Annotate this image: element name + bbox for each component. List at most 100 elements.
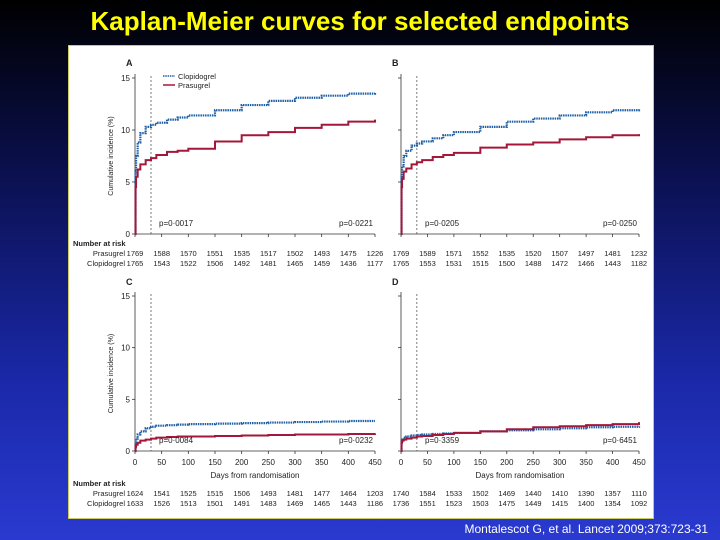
at-risk-value: 1465 (313, 499, 330, 508)
km-figure-svg: A 0 5 10 15 Cumulative incidence (%) p=0·0017 p… (73, 58, 648, 508)
at-risk-value: 1515 (472, 259, 489, 268)
p-value-right: p=0·0250 (603, 219, 638, 228)
km-panel-c: C 0 5 10 15 Cumulative incidence (%) 0 50 100 150… (73, 277, 383, 508)
at-risk-value: 1551 (419, 499, 436, 508)
at-risk-value: 1526 (153, 499, 170, 508)
x-tick-label: 200 (500, 458, 514, 467)
series-line-prasugrel (400, 134, 640, 235)
at-risk-value: 1584 (419, 489, 436, 498)
at-risk-value: 1469 (287, 499, 304, 508)
risk-row-label-prasugrel: Prasugrel (93, 249, 125, 258)
at-risk-value: 1449 (525, 499, 542, 508)
at-risk-value: 1472 (551, 259, 568, 268)
risk-row-label-prasugrel: Prasugrel (93, 489, 125, 498)
at-risk-value: 1390 (578, 489, 595, 498)
at-risk-value: 1226 (367, 249, 384, 258)
at-risk-value: 1589 (419, 249, 436, 258)
at-risk-value: 1502 (472, 489, 489, 498)
km-panel-b: Bp=0·0205 p=0·0250 1769 1589 1571 1552 1535 152… (392, 58, 647, 268)
at-risk-value: 1481 (260, 259, 277, 268)
x-tick-label: 0 (133, 458, 138, 467)
at-risk-value: 1513 (180, 499, 197, 508)
at-risk-value: 1522 (180, 259, 197, 268)
at-risk-value: 1469 (498, 489, 515, 498)
at-risk-value: 1466 (578, 259, 595, 268)
p-value-right: p=0·0232 (339, 436, 374, 445)
series-line-clopidogrel (400, 109, 641, 236)
at-risk-value: 1481 (604, 249, 621, 258)
at-risk-value: 1501 (207, 499, 224, 508)
p-value-left: p=0·0205 (425, 219, 460, 228)
at-risk-value: 1459 (313, 259, 330, 268)
x-tick-label: 200 (235, 458, 249, 467)
at-risk-value: 1506 (207, 259, 224, 268)
y-tick-label: 5 (126, 395, 131, 404)
at-risk-value: 1553 (419, 259, 436, 268)
at-risk-value: 1491 (233, 499, 250, 508)
number-at-risk-heading: Number at risk (73, 479, 126, 488)
at-risk-value: 1503 (472, 499, 489, 508)
legend-label-clopidogrel: Clopidogrel (178, 72, 216, 81)
at-risk-value: 1182 (631, 259, 647, 268)
at-risk-value: 1523 (446, 499, 463, 508)
y-tick-label: 15 (121, 292, 130, 301)
at-risk-value: 1354 (604, 499, 621, 508)
x-tick-label: 100 (182, 458, 196, 467)
series-line-prasugrel (134, 432, 376, 452)
at-risk-value: 1736 (393, 499, 410, 508)
at-risk-value: 1464 (340, 489, 357, 498)
at-risk-value: 1481 (287, 489, 304, 498)
at-risk-value: 1765 (393, 259, 410, 268)
slide-title: Kaplan-Meier curves for selected endpoin… (90, 6, 630, 36)
panel-letter: D (392, 277, 399, 287)
at-risk-value: 1092 (631, 499, 648, 508)
at-risk-value: 1465 (287, 259, 304, 268)
at-risk-value: 1740 (393, 489, 410, 498)
x-tick-label: 350 (315, 458, 329, 467)
p-value-left: p=0·0017 (159, 219, 194, 228)
x-tick-label: 300 (553, 458, 567, 467)
at-risk-value: 1525 (180, 489, 197, 498)
panel-letter: B (392, 58, 399, 68)
at-risk-value: 1440 (525, 489, 542, 498)
at-risk-value: 1477 (313, 489, 330, 498)
at-risk-value: 1497 (578, 249, 595, 258)
at-risk-value: 1769 (393, 249, 410, 258)
p-value-right: p=0·6451 (603, 436, 638, 445)
x-tick-label: 300 (288, 458, 302, 467)
y-axis-label: Cumulative incidence (%) (108, 116, 115, 195)
at-risk-value: 1535 (233, 249, 250, 258)
at-risk-value: 1410 (551, 489, 568, 498)
number-at-risk-heading: Number at risk (73, 239, 126, 248)
at-risk-value: 1415 (551, 499, 568, 508)
at-risk-value: 1543 (153, 259, 170, 268)
x-tick-label: 400 (606, 458, 620, 467)
at-risk-value: 1500 (498, 259, 515, 268)
at-risk-value: 1551 (207, 249, 224, 258)
x-tick-label: 450 (368, 458, 382, 467)
at-risk-value: 1475 (340, 249, 357, 258)
x-tick-label: 0 (399, 458, 404, 467)
p-value-right: p=0·0221 (339, 219, 374, 228)
x-axis-label: Days from randomisation (211, 471, 300, 480)
at-risk-value: 1436 (340, 259, 357, 268)
series-line-prasugrel (134, 119, 376, 235)
series-line-clopidogrel (134, 419, 375, 453)
panel-letter: A (126, 58, 133, 68)
at-risk-value: 1357 (604, 489, 621, 498)
at-risk-value: 1493 (260, 489, 277, 498)
citation: Montalescot G, et al. Lancet 2009;373:72… (464, 522, 709, 536)
at-risk-value: 1541 (153, 489, 170, 498)
y-tick-label: 10 (121, 344, 130, 353)
at-risk-value: 1571 (446, 249, 463, 258)
at-risk-value: 1203 (367, 489, 384, 498)
at-risk-value: 1492 (233, 259, 250, 268)
x-tick-label: 400 (342, 458, 356, 467)
at-risk-value: 1570 (180, 249, 197, 258)
y-tick-label: 15 (121, 74, 130, 83)
at-risk-value: 1502 (287, 249, 304, 258)
at-risk-value: 1232 (631, 249, 648, 258)
x-tick-label: 350 (579, 458, 593, 467)
x-tick-label: 100 (447, 458, 461, 467)
at-risk-value: 1533 (446, 489, 463, 498)
